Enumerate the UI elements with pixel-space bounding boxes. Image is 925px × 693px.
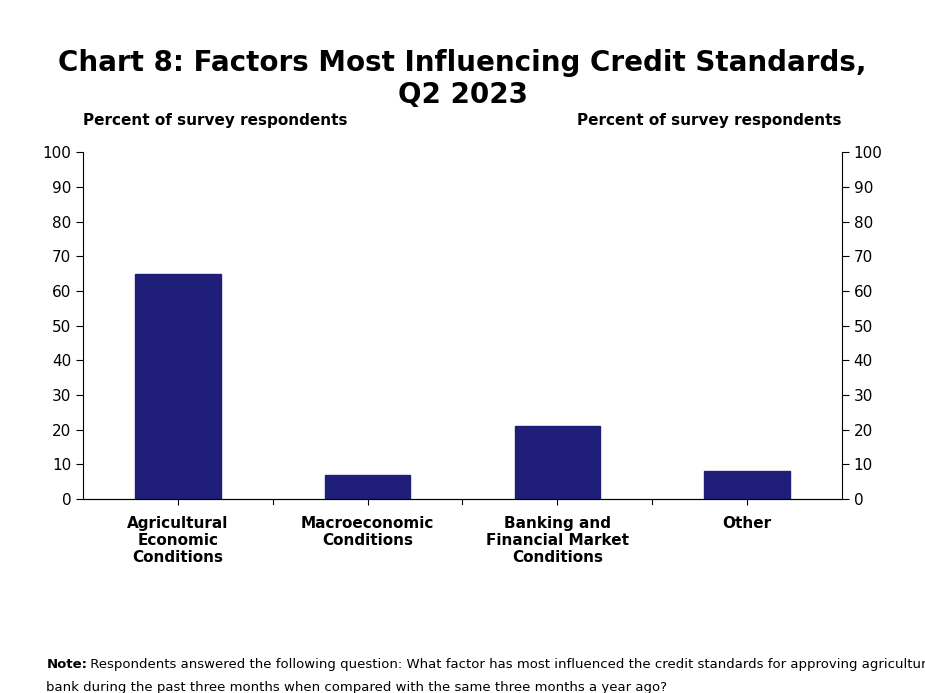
Text: Percent of survey respondents: Percent of survey respondents (83, 113, 348, 128)
Bar (135, 274, 221, 499)
Text: bank during the past three months when compared with the same three months a yea: bank during the past three months when c… (46, 681, 667, 693)
Text: Percent of survey respondents: Percent of survey respondents (577, 113, 842, 128)
Text: Respondents answered the following question: What factor has most influenced the: Respondents answered the following quest… (86, 658, 925, 672)
Text: Note:: Note: (46, 658, 87, 672)
Bar (704, 471, 790, 499)
Text: Chart 8: Factors Most Influencing Credit Standards,
Q2 2023: Chart 8: Factors Most Influencing Credit… (58, 49, 867, 109)
Bar (325, 475, 411, 499)
Bar (514, 426, 600, 499)
